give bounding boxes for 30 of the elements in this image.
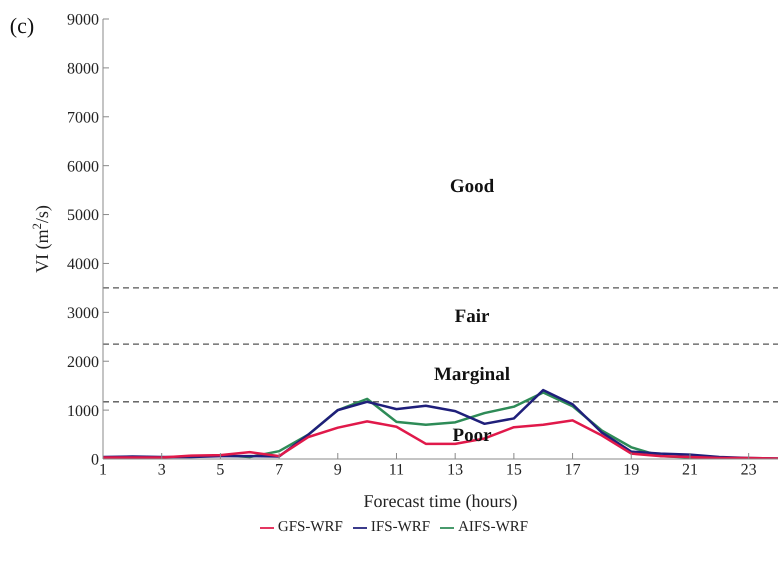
- x-tick-label: 11: [388, 461, 404, 478]
- x-tick-label: 17: [564, 461, 581, 478]
- x-tick-label: 13: [447, 461, 464, 478]
- x-tick-label: 1: [99, 461, 107, 478]
- x-tick-label: 15: [506, 461, 522, 478]
- y-tick-label: 7000: [67, 109, 99, 126]
- legend-label: IFS-WRF: [370, 519, 430, 535]
- x-tick-label: 23: [740, 461, 757, 478]
- x-tick-label: 21: [682, 461, 698, 478]
- annotation: Good: [450, 176, 494, 198]
- text: (c): [10, 13, 34, 39]
- annotation: Marginal: [434, 364, 510, 386]
- legend-label: GFS-WRF: [278, 519, 343, 535]
- y-tick-label: 1000: [67, 402, 99, 420]
- y-tick-label: 3000: [67, 305, 99, 322]
- x-tick-label: 3: [158, 461, 166, 478]
- y-tick-label: 6000: [67, 158, 99, 176]
- y-tick-label: 4000: [67, 256, 99, 274]
- x-tick-label: 7: [275, 461, 284, 478]
- y-tick-label: 9000: [67, 12, 99, 29]
- x-axis-title: Forecast time (hours): [364, 491, 518, 511]
- x-tick-label: 19: [623, 461, 640, 478]
- y-tick-label: 0: [91, 452, 99, 469]
- y-tick-label: 5000: [67, 207, 99, 224]
- x-tick-label: 9: [334, 461, 342, 478]
- y-tick-label: 8000: [67, 60, 99, 78]
- legend-label: AIFS-WRF: [458, 519, 528, 535]
- annotation: Fair: [454, 306, 490, 328]
- y-tick-label: 2000: [67, 354, 99, 371]
- x-tick-label: 5: [216, 461, 224, 478]
